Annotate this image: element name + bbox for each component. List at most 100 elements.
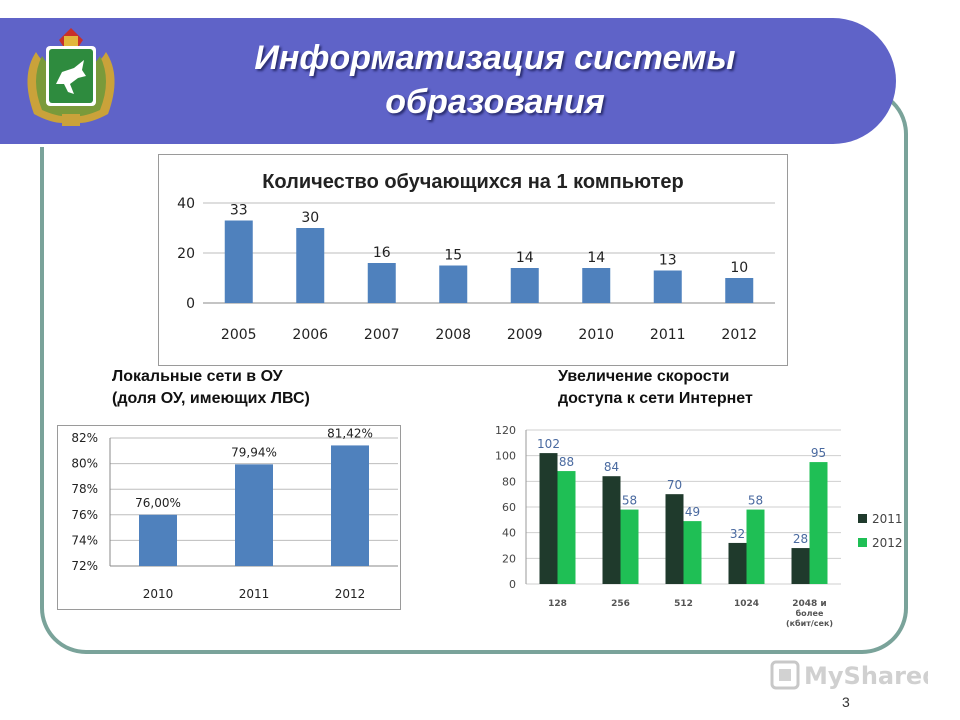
chart2-data-label: 81,42% [327, 426, 373, 440]
chart3-data-label: 28 [793, 532, 808, 546]
chart1-data-label: 14 [516, 250, 534, 266]
lan-share-chart: 72% 74% 76% 78% 80% 82% 76,00% 2010 79,94% 2011 81… [57, 425, 401, 610]
chart1-xtick-label: 2009 [507, 327, 543, 343]
chart1-xtick-label: 2006 [292, 327, 328, 343]
chart2-ytick-label: 72% [71, 559, 98, 573]
chart3-bar [665, 494, 684, 584]
chart1-bar [582, 268, 611, 303]
chart2-ytick-label: 76% [71, 508, 98, 522]
title-line-1: Информатизация системы [254, 39, 736, 77]
chart3-bar [683, 521, 702, 584]
chart3-legend-label: 2012 [872, 536, 903, 550]
chart2-bar [331, 445, 369, 566]
chart3-data-label: 95 [811, 446, 826, 460]
chart1-bar [367, 263, 396, 303]
chart1-bar [725, 278, 754, 303]
chart3-legend-swatch [858, 514, 867, 523]
chart3-xtick-label: 2048 и [792, 599, 827, 609]
title-banner [0, 18, 896, 147]
chart2-svg: 72% 74% 76% 78% 80% 82% 76,00% 2010 79,94% 2011 81… [71, 426, 398, 601]
chart3-data-label: 84 [604, 460, 619, 474]
chart3-data-label: 102 [537, 437, 560, 451]
chart3-ytick-label: 100 [495, 450, 516, 463]
chart1-svg: 0 20 40 33 2005 30 2006 16 2007 15 2008 14 2009 14 201… [177, 196, 775, 343]
chart1-data-label: 13 [659, 253, 677, 269]
students-per-computer-chart: Количество обучающихся на 1 компьютер 0 2… [158, 154, 788, 366]
chart3-data-label: 49 [685, 505, 700, 519]
watermark-text: MyShared [804, 662, 928, 690]
chart1-xtick-label: 2005 [221, 327, 257, 343]
myshared-watermark: MyShared [770, 660, 928, 690]
chart2-xtick-label: 2010 [143, 587, 174, 601]
chart1-xtick-label: 2010 [578, 327, 614, 343]
title-line-2: образования [385, 83, 605, 121]
chart3-ytick-label: 20 [502, 552, 516, 565]
chart2-ytick-label: 82% [71, 431, 98, 445]
chart3-ytick-label: 40 [502, 527, 516, 540]
chart1-bar [653, 270, 682, 303]
lan-caption-line-1: Локальные сети в ОУ [112, 368, 283, 385]
chart3-bar [602, 476, 621, 584]
chart1-data-label: 33 [230, 203, 248, 219]
chart1-data-label: 10 [730, 260, 748, 276]
chart1-data-label: 30 [301, 210, 319, 226]
coat-of-arms-icon [27, 28, 115, 126]
chart2-xtick-label: 2012 [335, 587, 366, 601]
internet-caption-line-1: Увеличение скорости [558, 368, 730, 385]
chart1-data-label: 14 [587, 250, 605, 266]
page-number: 3 [842, 694, 850, 710]
chart2-ytick-label: 74% [71, 533, 98, 547]
internet-speed-chart: 0 20 40 60 80 100 120 102 88 128 84 58 256 70 49 512 32 5… [486, 414, 938, 636]
chart2-xtick-label: 2011 [239, 587, 270, 601]
chart3-bar [809, 462, 828, 584]
chart3-legend-swatch [858, 538, 867, 547]
chart1-xtick-label: 2008 [435, 327, 471, 343]
chart1-xtick-label: 2012 [721, 327, 757, 343]
chart3-data-label: 58 [748, 494, 763, 508]
internet-caption: Увеличение скорости доступа к сети Интер… [558, 366, 753, 410]
chart3-bar [791, 548, 810, 584]
lan-caption-line-2: (доля ОУ, имеющих ЛВС) [112, 390, 310, 407]
chart2-data-label: 76,00% [135, 496, 181, 510]
chart1-ytick-label: 0 [186, 296, 195, 312]
chart3-xtick-label: (кбит/сек) [786, 618, 833, 628]
chart2-data-label: 79,94% [231, 445, 277, 459]
chart1-title: Количество обучающихся на 1 компьютер [262, 171, 684, 193]
chart1-xtick-label: 2011 [650, 327, 686, 343]
chart1-xtick-label: 2007 [364, 327, 400, 343]
chart1-data-label: 16 [373, 245, 391, 261]
chart3-xtick-label: 1024 [734, 599, 759, 609]
chart1-bar [439, 265, 468, 303]
chart3-bar [620, 509, 639, 584]
chart3-bar [539, 453, 558, 584]
chart2-ytick-label: 78% [71, 482, 98, 496]
chart3-data-label: 58 [622, 494, 637, 508]
chart3-bar [557, 471, 576, 584]
internet-caption-line-2: доступа к сети Интернет [558, 390, 753, 407]
chart3-ytick-label: 60 [502, 501, 516, 514]
chart2-bar [235, 464, 273, 566]
chart3-xtick-label: 256 [611, 599, 630, 609]
chart3-xtick-label: 128 [548, 599, 567, 609]
lan-caption: Локальные сети в ОУ (доля ОУ, имеющих ЛВ… [112, 366, 310, 410]
chart1-ytick-label: 20 [177, 246, 195, 262]
chart3-bar [746, 509, 765, 584]
chart3-bar [728, 542, 747, 584]
chart3-xtick-label: 512 [674, 599, 693, 609]
chart3-xtick-label: более [796, 608, 824, 618]
chart2-bar [139, 514, 177, 566]
chart3-legend-label: 2011 [872, 512, 903, 526]
chart3-ytick-label: 80 [502, 475, 516, 488]
banner-underline [0, 144, 848, 147]
chart1-bar [296, 228, 325, 303]
chart2-ytick-label: 80% [71, 457, 98, 471]
chart1-ytick-label: 40 [177, 196, 195, 212]
chart3-data-label: 70 [667, 478, 682, 492]
slide-title: Информатизация системы образования [150, 36, 840, 124]
chart3-data-label: 32 [730, 527, 745, 541]
chart1-data-label: 15 [444, 248, 462, 264]
chart1-bar [224, 220, 253, 303]
chart3-ytick-label: 0 [509, 578, 516, 591]
chart3-data-label: 88 [559, 455, 574, 469]
